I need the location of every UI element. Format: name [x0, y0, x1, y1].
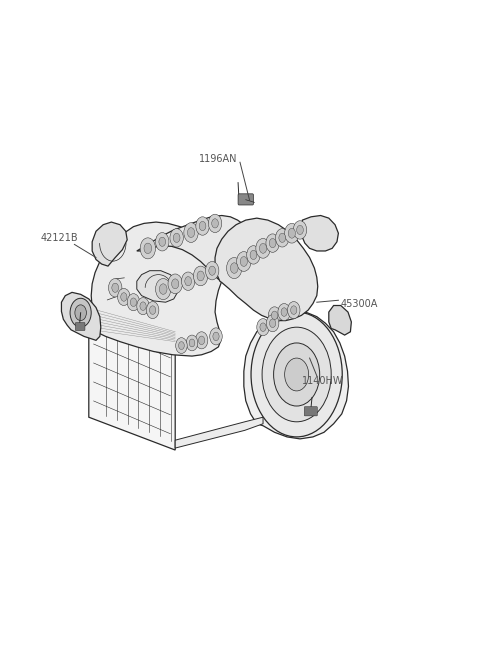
Circle shape — [140, 238, 156, 259]
Circle shape — [75, 305, 86, 321]
Polygon shape — [61, 292, 101, 340]
Circle shape — [127, 294, 140, 311]
Polygon shape — [137, 271, 179, 302]
FancyBboxPatch shape — [75, 323, 85, 330]
Circle shape — [270, 319, 276, 328]
Circle shape — [250, 250, 257, 260]
Polygon shape — [215, 218, 318, 321]
Polygon shape — [137, 215, 249, 281]
Polygon shape — [92, 222, 127, 266]
Circle shape — [130, 298, 136, 306]
Circle shape — [237, 252, 251, 271]
Circle shape — [176, 338, 187, 353]
Polygon shape — [91, 222, 225, 356]
Circle shape — [118, 288, 130, 306]
Circle shape — [146, 302, 159, 319]
Text: 1140HW: 1140HW — [302, 376, 344, 386]
Circle shape — [256, 238, 270, 258]
Circle shape — [137, 298, 149, 315]
FancyBboxPatch shape — [304, 407, 317, 416]
Circle shape — [212, 219, 218, 228]
Circle shape — [210, 328, 222, 345]
Circle shape — [272, 311, 277, 320]
Circle shape — [276, 229, 289, 247]
Circle shape — [205, 261, 219, 280]
Circle shape — [168, 274, 182, 294]
Circle shape — [188, 228, 195, 238]
Circle shape — [172, 279, 179, 289]
Circle shape — [179, 342, 184, 350]
Circle shape — [290, 306, 297, 315]
Circle shape — [262, 327, 331, 422]
Circle shape — [213, 332, 219, 341]
Circle shape — [196, 217, 209, 235]
Text: 45300A: 45300A — [341, 298, 378, 309]
FancyBboxPatch shape — [238, 194, 253, 205]
Text: 1196AN: 1196AN — [199, 154, 238, 164]
Circle shape — [181, 272, 195, 290]
Circle shape — [293, 221, 307, 239]
Circle shape — [159, 237, 166, 246]
Circle shape — [260, 323, 266, 332]
Circle shape — [297, 225, 303, 235]
Circle shape — [156, 233, 169, 251]
Circle shape — [108, 279, 122, 297]
Circle shape — [247, 246, 260, 264]
Circle shape — [227, 258, 242, 279]
Polygon shape — [301, 215, 338, 251]
Circle shape — [170, 229, 183, 247]
Circle shape — [285, 223, 299, 243]
Circle shape — [266, 234, 279, 252]
FancyArrowPatch shape — [107, 297, 116, 300]
Circle shape — [209, 266, 216, 275]
Polygon shape — [175, 417, 263, 448]
Circle shape — [288, 302, 300, 319]
Text: 42121B: 42121B — [41, 233, 78, 243]
FancyArrowPatch shape — [116, 278, 124, 279]
Circle shape — [199, 221, 206, 231]
Polygon shape — [329, 306, 351, 335]
Circle shape — [199, 336, 204, 345]
Circle shape — [197, 271, 204, 281]
Circle shape — [230, 263, 238, 273]
Circle shape — [186, 335, 198, 351]
Circle shape — [70, 298, 91, 327]
Circle shape — [184, 223, 198, 242]
Circle shape — [208, 214, 222, 233]
Circle shape — [193, 266, 208, 286]
Circle shape — [185, 277, 192, 286]
Circle shape — [266, 315, 279, 332]
Circle shape — [268, 307, 281, 324]
Circle shape — [112, 283, 119, 292]
Polygon shape — [244, 311, 348, 439]
Circle shape — [144, 243, 152, 254]
Circle shape — [257, 319, 269, 336]
Circle shape — [149, 306, 156, 315]
Circle shape — [278, 304, 290, 321]
Circle shape — [140, 302, 146, 311]
Circle shape — [189, 339, 195, 347]
Circle shape — [173, 233, 180, 242]
FancyArrowPatch shape — [112, 288, 121, 290]
Circle shape — [156, 279, 171, 300]
Circle shape — [121, 292, 127, 301]
Circle shape — [281, 307, 287, 317]
Circle shape — [269, 238, 276, 248]
Polygon shape — [89, 309, 175, 450]
Circle shape — [285, 358, 309, 391]
Circle shape — [240, 256, 248, 267]
Circle shape — [159, 284, 167, 294]
Circle shape — [288, 229, 295, 238]
Circle shape — [279, 233, 286, 242]
Circle shape — [274, 343, 320, 406]
Circle shape — [251, 312, 342, 437]
Circle shape — [195, 332, 208, 349]
Circle shape — [259, 244, 267, 254]
